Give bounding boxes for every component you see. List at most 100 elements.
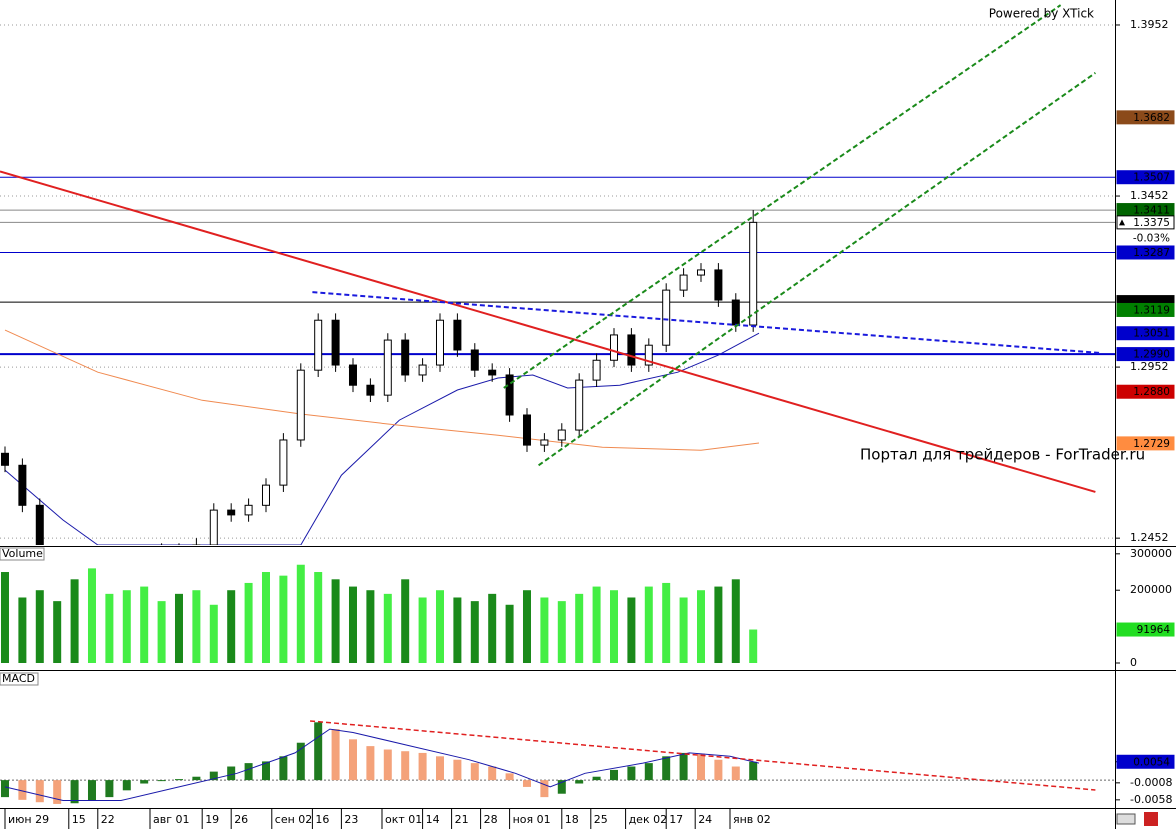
x-tick-label: 24 bbox=[698, 813, 712, 826]
volume-bar bbox=[575, 593, 584, 663]
x-tick-label: окт 01 bbox=[385, 813, 422, 826]
macd-bar bbox=[592, 776, 601, 781]
overlay: 1.3952 1.3452 1.2952 1.2452 Powered by XTick… bbox=[0, 7, 1175, 829]
macd-bar bbox=[314, 722, 323, 781]
volume-bar bbox=[192, 590, 201, 663]
price-tag: 1.2729 bbox=[1133, 438, 1170, 450]
change-label: -0.03% bbox=[1133, 232, 1170, 244]
macd-bar bbox=[470, 763, 479, 781]
candle-body bbox=[522, 414, 531, 446]
volume-bar bbox=[314, 572, 323, 663]
volume-bar bbox=[679, 597, 688, 663]
attribution: Powered by XTick bbox=[989, 7, 1094, 21]
panel-label: Volume bbox=[2, 547, 43, 560]
candle-body bbox=[592, 359, 601, 381]
x-tick-label: 26 bbox=[234, 813, 248, 826]
candle-body bbox=[35, 504, 44, 545]
price-tag-box bbox=[1116, 170, 1175, 185]
price-tag-box bbox=[1116, 384, 1175, 399]
volume-bar bbox=[331, 579, 340, 663]
macd-panel bbox=[0, 720, 1115, 804]
macd-bar bbox=[435, 756, 444, 781]
macd-bar bbox=[401, 751, 410, 781]
volume-bar bbox=[157, 601, 166, 663]
x-tick-label: 14 bbox=[426, 813, 440, 826]
volume-bar bbox=[696, 590, 705, 663]
volume-bar bbox=[122, 590, 131, 663]
candle-body bbox=[331, 319, 340, 366]
volume-bar bbox=[731, 579, 740, 663]
candle-body bbox=[488, 369, 497, 376]
macd-bar bbox=[522, 780, 531, 787]
volume-bar bbox=[140, 586, 149, 663]
volume-bar bbox=[87, 568, 96, 663]
volume-bar bbox=[592, 586, 601, 663]
candle-body bbox=[366, 384, 375, 396]
macd-bar bbox=[383, 749, 392, 781]
moving-average bbox=[4, 332, 760, 545]
scroll-button[interactable] bbox=[1116, 813, 1136, 825]
macd-bar bbox=[731, 766, 740, 781]
macd-bar bbox=[714, 759, 723, 781]
macd-bar bbox=[87, 780, 96, 801]
close-button[interactable] bbox=[1144, 812, 1158, 826]
macd-bar bbox=[557, 780, 566, 794]
x-tick-label: 18 bbox=[565, 813, 579, 826]
volume-bar bbox=[348, 586, 357, 663]
volume-bar bbox=[401, 579, 410, 663]
volume-bar bbox=[174, 593, 183, 663]
macd-bar bbox=[122, 780, 131, 791]
macd-bar bbox=[488, 766, 497, 781]
candle-body bbox=[18, 464, 27, 506]
macd-tag-box bbox=[1116, 754, 1175, 769]
macd-bar bbox=[261, 761, 270, 781]
volume-bar bbox=[522, 590, 531, 663]
volume-bar bbox=[366, 590, 375, 663]
price-tag: 1.3051 bbox=[1133, 328, 1170, 340]
candle-body bbox=[557, 429, 566, 441]
candle-body bbox=[749, 221, 758, 326]
macd-bar bbox=[174, 779, 183, 781]
candle-body bbox=[470, 349, 479, 371]
trend-line bbox=[312, 291, 1102, 355]
candle-body bbox=[696, 269, 705, 276]
x-tick-label: ноя 01 bbox=[513, 813, 551, 826]
x-tick-label: 21 bbox=[455, 813, 469, 826]
candle-body bbox=[227, 509, 236, 516]
x-tick-label: дек 02 bbox=[629, 813, 668, 826]
candle-body bbox=[731, 299, 740, 326]
panel-label-box bbox=[0, 547, 45, 561]
candle-body bbox=[314, 319, 323, 371]
macd-bar bbox=[105, 780, 114, 798]
macd-bar bbox=[348, 739, 357, 781]
volume-tag: 91964 bbox=[1137, 624, 1171, 636]
price-tag: 1.3411 bbox=[1133, 205, 1170, 217]
candle-body bbox=[679, 274, 688, 291]
signal-line bbox=[4, 728, 760, 801]
candle-body bbox=[244, 504, 253, 516]
macd-bar bbox=[453, 759, 462, 781]
macd-bar bbox=[18, 780, 27, 800]
y-tick-label: -0.0008 bbox=[1130, 776, 1172, 789]
candle-body bbox=[662, 289, 671, 346]
macd-bar bbox=[366, 746, 375, 781]
x-tick-label: 17 bbox=[669, 813, 683, 826]
x-tick-label: 15 bbox=[72, 813, 86, 826]
x-tick-label: сен 02 bbox=[275, 813, 313, 826]
price-tag-box bbox=[1116, 245, 1175, 260]
macd-bar bbox=[627, 766, 636, 781]
volume-bar bbox=[53, 601, 62, 663]
trend-line bbox=[310, 720, 1096, 791]
volume-bar bbox=[714, 586, 723, 663]
price-tag: 1.3507 bbox=[1133, 172, 1170, 184]
candle-body bbox=[418, 364, 427, 376]
volume-bar bbox=[418, 597, 427, 663]
volume-bar bbox=[505, 604, 514, 663]
macd-bar bbox=[505, 773, 514, 781]
volume-bar bbox=[540, 597, 549, 663]
volume-bar bbox=[749, 629, 758, 663]
volume-bar bbox=[470, 601, 479, 663]
macd-bar bbox=[279, 756, 288, 781]
macd-bar bbox=[0, 780, 9, 798]
